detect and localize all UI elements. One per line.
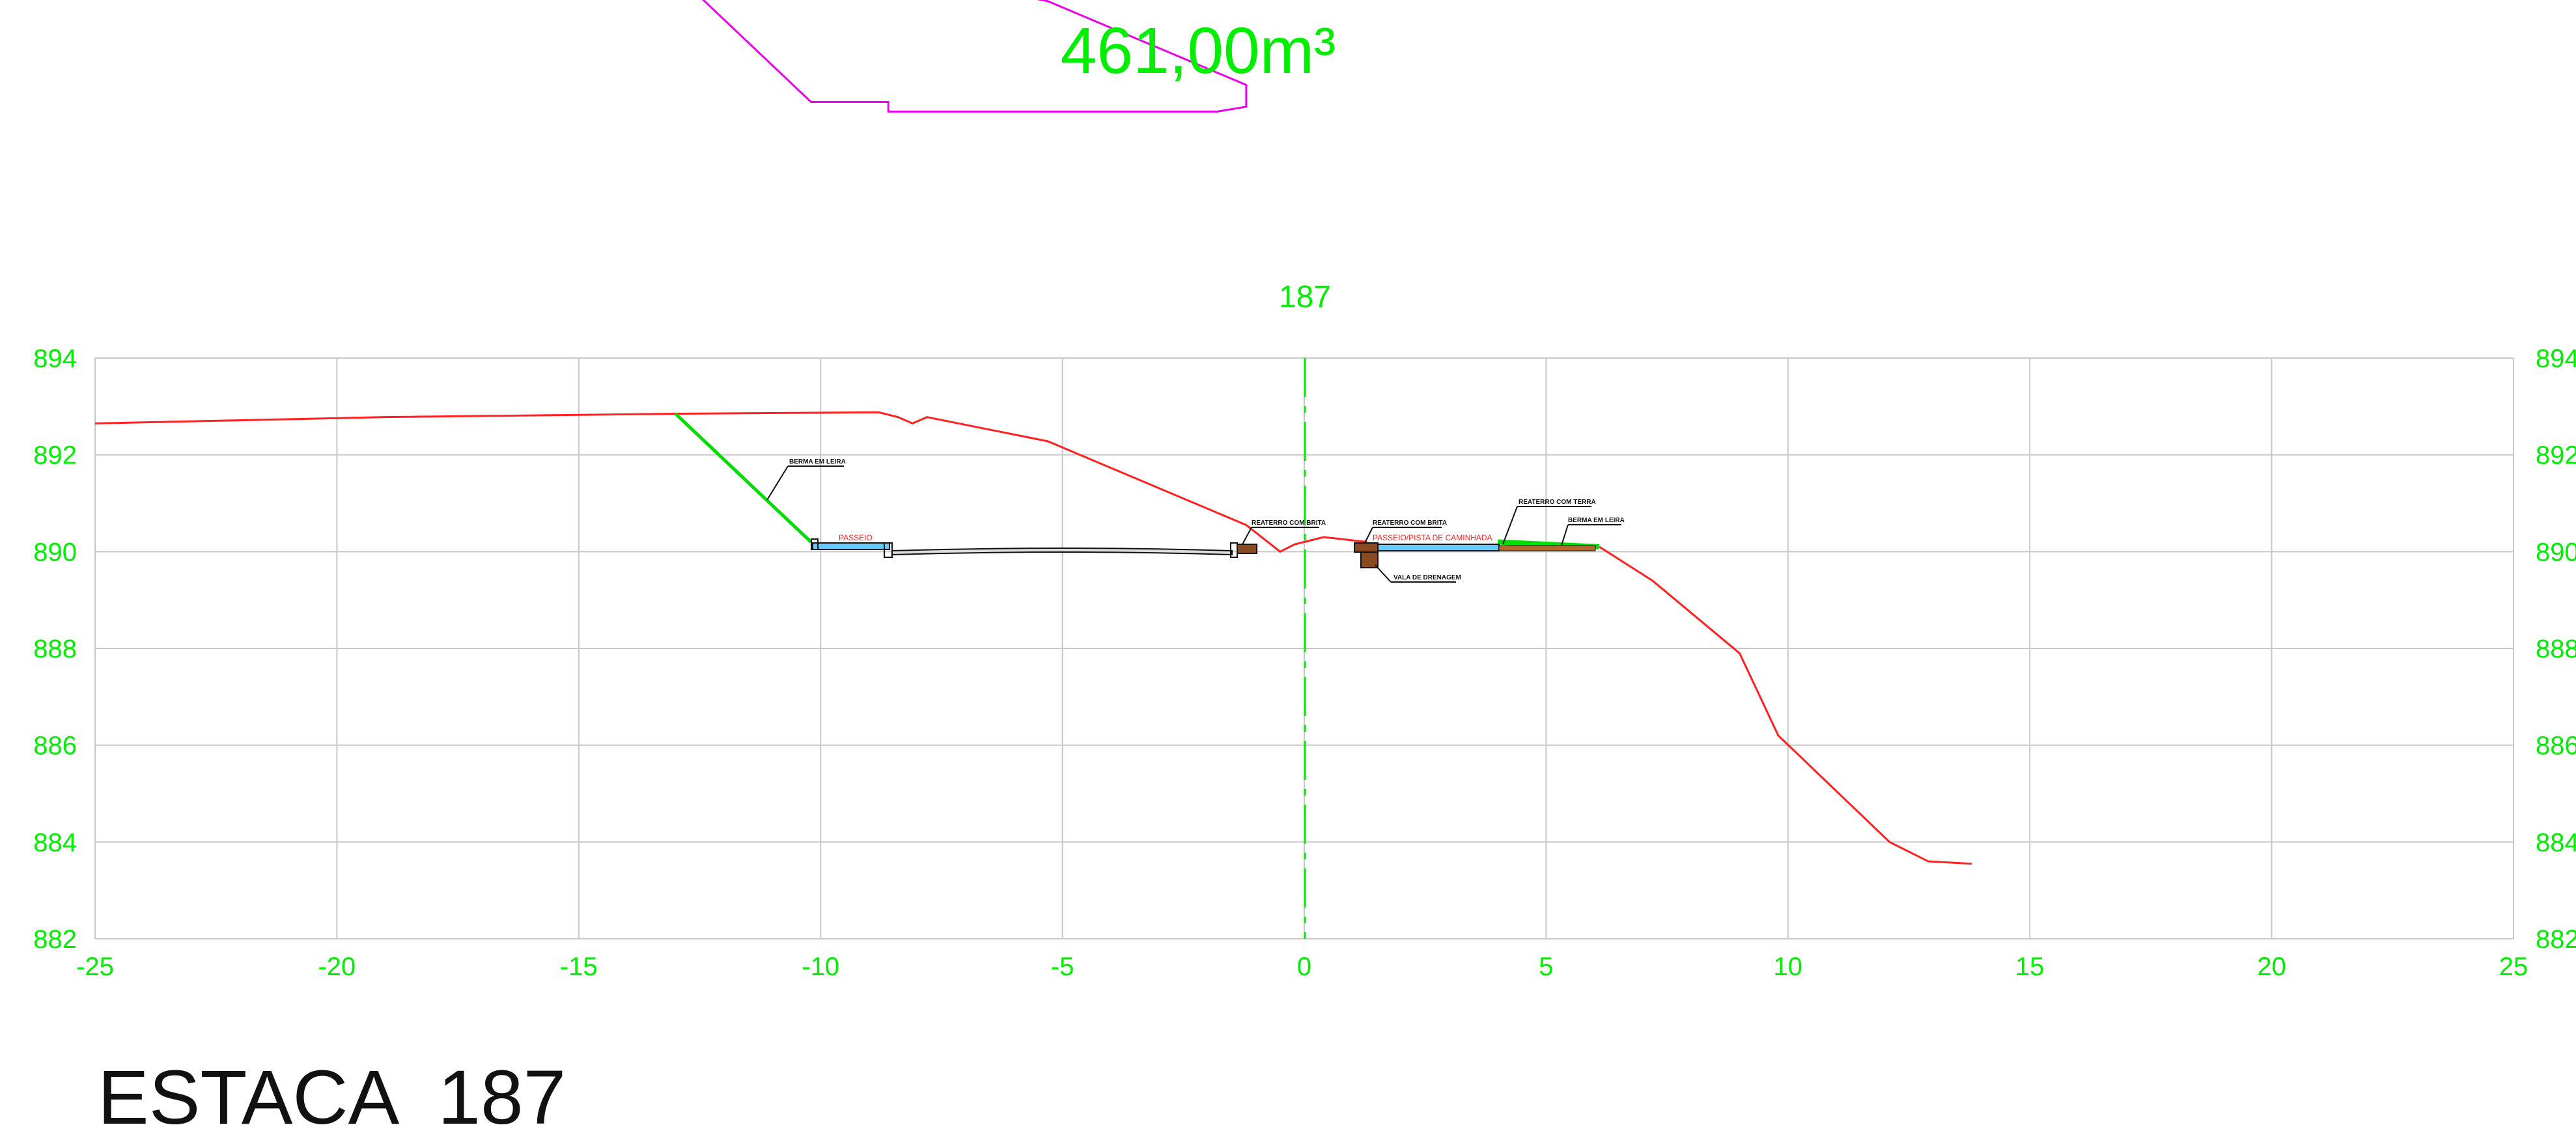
- y-tick-label-left: 882: [33, 925, 77, 954]
- drainage-trench-label: VALA DE DRENAGEM: [1393, 574, 1461, 581]
- backfill-soil-leader: [1502, 506, 1518, 545]
- y-tick-label-right: 888: [2536, 635, 2576, 663]
- terrain-profile-right-line: [1599, 546, 1972, 865]
- x-axis-tick-labels: -25 -20 -15 -10 -5 0 5 10 15 20 25: [76, 952, 2528, 981]
- gravel-backfill-left: [1237, 544, 1257, 554]
- y-tick-label-right: 892: [2536, 441, 2576, 470]
- backfill-soil-label: REATERRO COM TERRA: [1519, 499, 1596, 506]
- x-tick-label: 15: [2015, 952, 2045, 981]
- cut-area-polygon: [701, 0, 1248, 113]
- sidewalk-track-right-label: PASSEIO/PISTA DE CAMINHADA: [1373, 533, 1492, 542]
- x-tick-label: 0: [1297, 952, 1311, 981]
- sidewalk-track-right-slab: [1377, 544, 1500, 551]
- y-tick-label-right: 882: [2536, 925, 2576, 954]
- y-tick-label-right: 886: [2536, 732, 2576, 760]
- y-tick-label-left: 890: [33, 538, 77, 566]
- y-tick-label-left: 894: [33, 344, 77, 373]
- y-tick-label-right: 884: [2536, 828, 2576, 857]
- y-tick-label-left: 888: [33, 635, 77, 663]
- cut-slope-line: [674, 412, 813, 544]
- x-tick-label: -20: [318, 952, 356, 981]
- x-tick-label: -15: [560, 952, 598, 981]
- y-tick-label-right: 894: [2536, 344, 2576, 373]
- sidewalk-left-slab: [812, 542, 890, 550]
- berm-left-label: BERMA EM LEIRA: [789, 458, 846, 465]
- road-platform: [811, 538, 1596, 568]
- volume-label: 461,00m³: [1061, 14, 1336, 87]
- y-tick-label-right: 890: [2536, 538, 2576, 566]
- x-tick-label: -25: [76, 952, 114, 981]
- backfill-gravel-right-label: REATERRO COM BRITA: [1373, 520, 1447, 527]
- y-axis-tick-labels-right: 894 892 890 888 886 884 882: [2536, 344, 2576, 954]
- curb-left-outer: [811, 538, 819, 550]
- y-tick-label-left: 886: [33, 732, 77, 760]
- y-axis-tick-labels-left: 894 892 890 888 886 884 882: [33, 344, 77, 954]
- backfill-gravel-right-leader: [1364, 527, 1373, 544]
- berm-left-leader: [766, 465, 789, 501]
- x-tick-label: 5: [1539, 952, 1553, 981]
- x-tick-label: 25: [2499, 952, 2528, 981]
- x-tick-label: 10: [1774, 952, 1803, 981]
- roadway-pavement: [891, 548, 1233, 556]
- drainage-trench-block: [1360, 551, 1379, 568]
- berm-right-leader: [1561, 524, 1569, 546]
- berm-right-label: BERMA EM LEIRA: [1568, 517, 1625, 524]
- x-tick-label: -10: [802, 952, 839, 981]
- backfill-gravel-left-label: REATERRO COM BRITA: [1252, 520, 1326, 527]
- soil-backfill-band: [1498, 545, 1596, 551]
- y-tick-label-left: 884: [33, 828, 77, 857]
- sidewalk-left-label: PASSEIO: [839, 533, 873, 542]
- drainage-trench-leader: [1375, 564, 1392, 583]
- x-tick-label: 20: [2257, 952, 2286, 981]
- gravel-backfill-right: [1354, 542, 1379, 553]
- backfill-gravel-left-leader: [1242, 527, 1252, 545]
- x-tick-label: -5: [1051, 952, 1074, 981]
- station-title: ESTACA 187: [98, 1055, 566, 1138]
- annotations: BERMA EM LEIRA PASSEIO REATERRO COM BRIT…: [766, 458, 1625, 583]
- y-tick-label-left: 892: [33, 441, 77, 470]
- station-marker-label: 187: [1279, 280, 1331, 314]
